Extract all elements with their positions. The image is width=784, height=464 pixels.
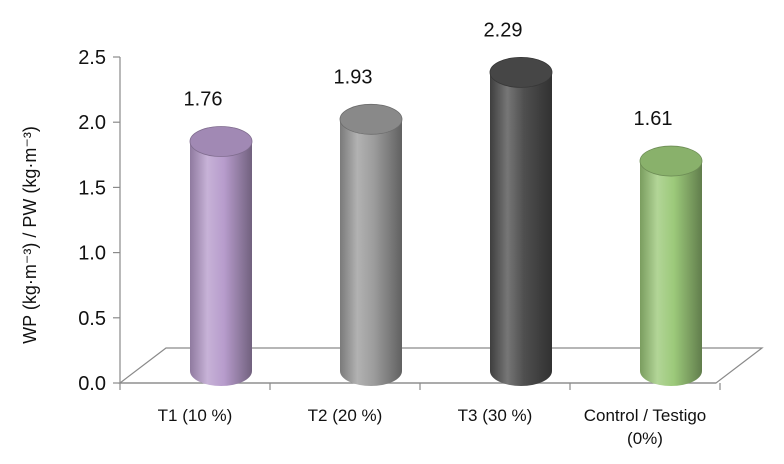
bar-2 (339, 103, 403, 386)
x-tick-label: Control / Testigo (0%) (584, 406, 707, 448)
y-tick-label: 0.5 (78, 308, 106, 330)
y-tick-label: 1.0 (78, 243, 106, 265)
data-label: 1.61 (634, 108, 673, 130)
chart-labels: 1.76 1.93 2.29 1.61 T1 (10 %) T2 (20 %) T3 (30… (158, 19, 707, 448)
bar-4 (639, 145, 703, 386)
bar-top (189, 126, 253, 157)
y-tick-label: 1.5 (78, 177, 106, 199)
bar-body (490, 72, 552, 386)
x-tick-label: T2 (20 %) (308, 406, 383, 425)
x-tick-label: T3 (30 %) (458, 406, 533, 425)
chart-axes: 0.0 0.5 1.0 1.5 2.0 2.5 (78, 47, 721, 395)
bar-top (489, 56, 553, 88)
bar-body (640, 161, 702, 386)
y-tick-label: 2.0 (78, 112, 106, 134)
bar-top (339, 103, 403, 135)
y-tick-label: 2.5 (78, 47, 106, 69)
bar-top (639, 145, 703, 177)
data-label: 1.76 (184, 88, 223, 110)
bar-3 (489, 56, 553, 386)
bar-body (190, 141, 252, 386)
bar-body (340, 119, 402, 386)
chart-bars (189, 56, 703, 386)
y-axis-title: WP (kg·m⁻³) / PW (kg·m⁻³) (20, 126, 40, 344)
x-tick-label: T1 (10 %) (158, 406, 233, 425)
y-tick-label: 0.0 (78, 373, 106, 395)
data-label: 1.93 (334, 66, 373, 88)
bar-1 (189, 126, 253, 386)
data-label: 2.29 (484, 19, 523, 41)
